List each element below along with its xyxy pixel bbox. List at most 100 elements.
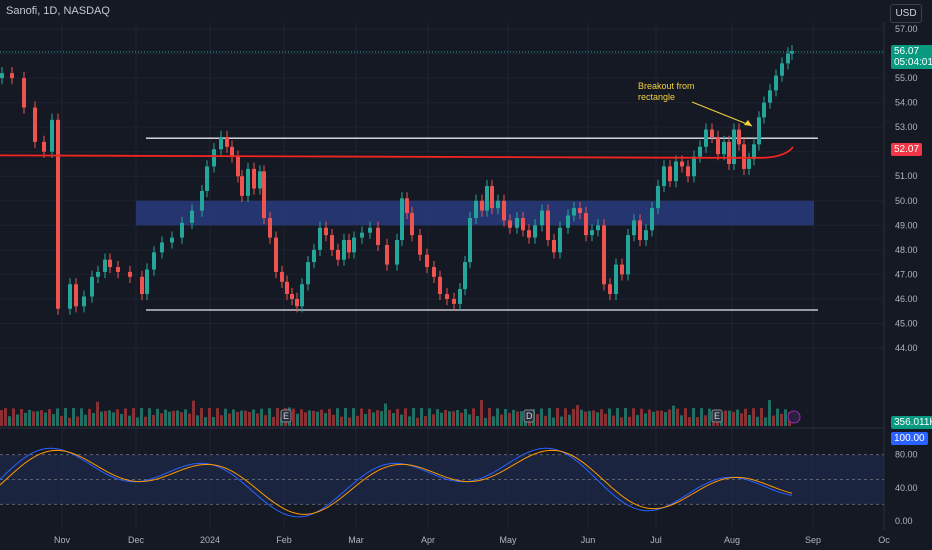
volume-bar	[52, 414, 55, 426]
volume-bar	[272, 416, 275, 426]
candle-body	[274, 237, 278, 272]
symbol-title[interactable]: Sanofi, 1D, NASDAQ	[6, 5, 110, 17]
volume-bar	[268, 408, 271, 426]
candle-body	[680, 161, 684, 167]
candle-body	[330, 235, 334, 250]
x-tick-label: Mar	[348, 535, 364, 545]
candle-body	[318, 227, 322, 250]
candle-body	[632, 220, 636, 236]
candle-body	[596, 225, 600, 231]
volume-bar	[648, 409, 651, 426]
volume-bar	[732, 411, 735, 426]
candle-body	[732, 129, 736, 164]
stoch-k-line	[0, 447, 793, 518]
candle-body	[108, 259, 112, 268]
volume-bar	[664, 412, 667, 426]
volume-bar	[64, 408, 67, 426]
candle-body	[747, 159, 751, 169]
candle-body	[300, 284, 304, 307]
volume-bar	[436, 409, 439, 426]
candle-body	[262, 171, 266, 218]
volume-bar	[0, 410, 3, 426]
candle-body	[668, 166, 672, 182]
volume-bar	[260, 408, 263, 426]
candle-body	[558, 227, 562, 253]
volume-bar	[388, 409, 391, 426]
volume-bar	[636, 415, 639, 426]
candle-body	[342, 240, 346, 260]
candle-body	[10, 73, 14, 79]
candle-body	[620, 264, 624, 275]
candle-body	[0, 73, 4, 79]
candle-body	[790, 51, 794, 54]
volume-bar	[608, 408, 611, 426]
y-tick-label: 53.00	[895, 122, 918, 132]
candle-body	[737, 129, 741, 145]
dividend-icon	[787, 410, 801, 424]
volume-bar	[332, 414, 335, 426]
x-tick-label: Sep	[805, 535, 821, 545]
candle-body	[225, 136, 229, 147]
candle-body	[452, 298, 456, 304]
volume-bar	[96, 401, 99, 426]
volume-bar	[748, 415, 751, 426]
volume-bar	[372, 412, 375, 426]
volume-bar	[200, 408, 203, 426]
volume-bar	[60, 415, 63, 426]
volume-bar	[780, 413, 783, 426]
volume-bar	[768, 400, 771, 426]
stoch-tag: 100.00	[891, 432, 928, 445]
volume-bar	[8, 416, 11, 426]
candle-body	[246, 168, 250, 196]
volume-bar	[744, 408, 747, 426]
event-marker	[280, 409, 292, 423]
event-marker-label: E	[283, 411, 289, 421]
volume-bar	[396, 408, 399, 426]
candle-body	[82, 296, 86, 307]
candle-body	[219, 136, 223, 150]
volume-bar	[136, 417, 139, 426]
volume-bar	[244, 410, 247, 426]
volume-bar	[684, 408, 687, 426]
candle-body	[268, 217, 272, 238]
volume-bar	[456, 410, 459, 426]
candle-body	[674, 161, 678, 182]
volume-bar	[276, 408, 279, 426]
volume-bar	[572, 408, 575, 426]
candle-body	[352, 237, 356, 253]
candle-body	[552, 240, 556, 253]
candle-body	[540, 210, 544, 226]
volume-bar	[228, 413, 231, 426]
volume-bar	[672, 405, 675, 426]
stoch-tick-label: 40.00	[895, 483, 918, 493]
volume-bar	[488, 408, 491, 426]
volume-bar	[112, 412, 115, 426]
candle-body	[56, 119, 60, 309]
x-tick-label: Jun	[581, 535, 596, 545]
currency-button[interactable]: USD	[890, 4, 922, 23]
annotation-arrow	[691, 101, 753, 127]
volume-bar	[344, 408, 347, 426]
candle-body	[74, 284, 78, 307]
candle-body	[752, 144, 756, 160]
volume-bar	[552, 417, 555, 426]
candle-body	[290, 294, 294, 299]
volume-bar	[740, 413, 743, 426]
candle-body	[626, 235, 630, 275]
x-tick-label: Jul	[650, 535, 662, 545]
stoch-tick-label: 0.00	[895, 516, 913, 526]
volume-bar	[560, 416, 563, 426]
candle-body	[656, 186, 660, 209]
volume-bar	[212, 417, 215, 426]
volume-bar	[188, 413, 191, 426]
volume-bar	[656, 410, 659, 426]
candle-body	[180, 222, 184, 238]
candle-body	[774, 75, 778, 91]
candle-body	[757, 117, 761, 145]
volume-bar	[16, 414, 19, 426]
volume-bar	[120, 413, 123, 426]
volume-bar	[384, 403, 387, 426]
volume-bar	[20, 409, 23, 426]
candle-body	[786, 53, 790, 64]
